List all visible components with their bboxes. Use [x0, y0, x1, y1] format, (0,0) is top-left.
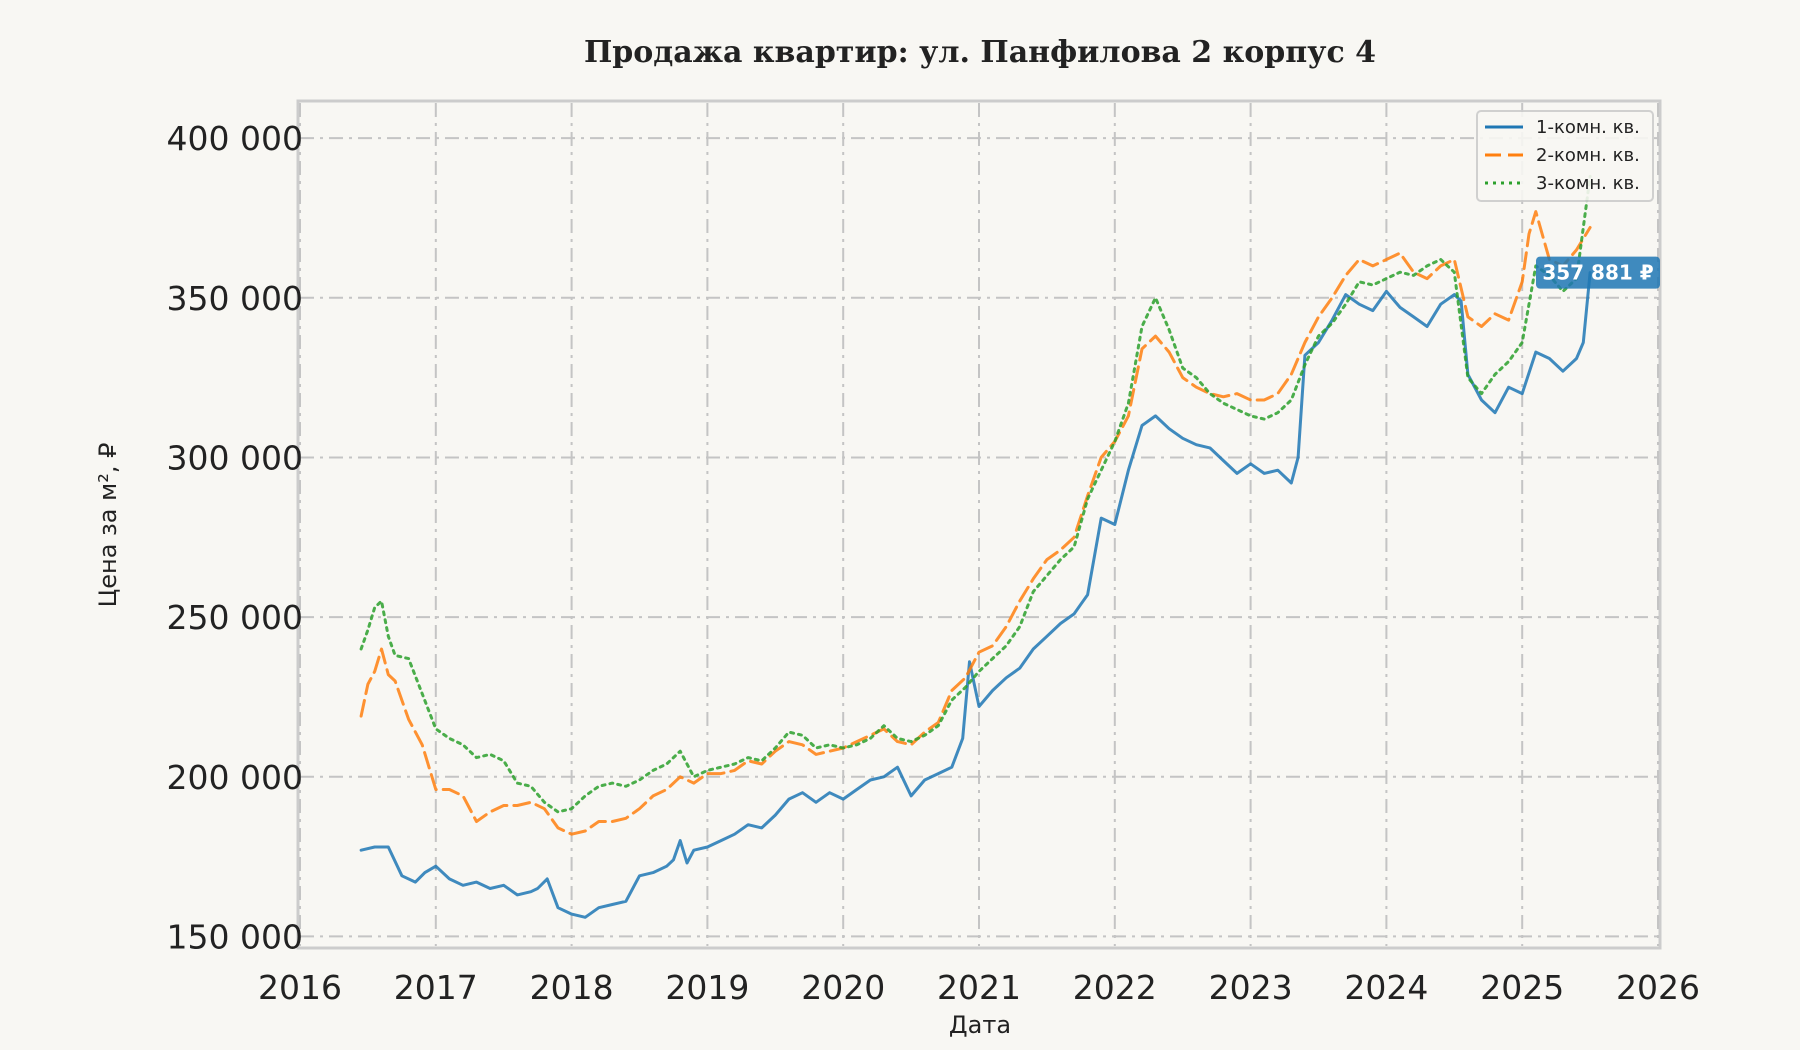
x-tick-label: 2016	[258, 968, 342, 1007]
x-axis-ticks: 2016 2017 2018 2019 2020 2021 2022 2023 2024 2025…	[258, 968, 1700, 1007]
y-tick-label: 300 000	[167, 438, 303, 477]
legend-entry: 2-комн. кв.	[1536, 145, 1640, 166]
x-tick-label: 2023	[1209, 968, 1293, 1007]
y-axis-ticks: 150 000 200 000 250 000 300 000 350 000 400 0…	[167, 119, 303, 956]
series-layer	[359, 174, 1592, 919]
x-tick-label: 2018	[530, 968, 614, 1007]
legend-entry: 3-комн. кв.	[1536, 173, 1640, 194]
legend-box	[1476, 110, 1654, 202]
series-line-1	[359, 271, 1592, 919]
x-tick-label: 2021	[937, 968, 1021, 1007]
chart-title: Продажа квартир: ул. Панфилова 2 корпус …	[584, 35, 1376, 70]
legend-entry: 1-комн. кв.	[1536, 117, 1640, 138]
y-tick-label: 350 000	[167, 279, 303, 318]
y-axis-label: Цена за м², ₽	[94, 443, 122, 608]
x-axis-label: Дата	[949, 1011, 1011, 1039]
x-tick-label: 2020	[801, 968, 885, 1007]
x-tick-label: 2019	[665, 968, 749, 1007]
series-line-2	[359, 210, 1592, 836]
last-value-badges: 357 881 ₽	[1536, 256, 1660, 289]
x-tick-label: 2024	[1344, 968, 1428, 1007]
legend: 1-комн. кв. 2-комн. кв. 3-комн. кв.	[1476, 110, 1654, 202]
x-tick-label: 2022	[1073, 968, 1157, 1007]
last-value-badge-label: 357 881 ₽	[1542, 261, 1653, 285]
series-line-3	[359, 174, 1592, 814]
last-value-badge	[1536, 256, 1660, 289]
grid	[299, 103, 1659, 946]
x-tick-label: 2017	[394, 968, 478, 1007]
x-tick-label: 2025	[1480, 968, 1564, 1007]
x-tick-label: 2026	[1616, 968, 1700, 1007]
y-tick-label: 200 000	[167, 758, 303, 797]
y-tick-label: 400 000	[167, 119, 303, 158]
y-tick-label: 250 000	[167, 598, 303, 637]
y-tick-label: 150 000	[167, 917, 303, 956]
